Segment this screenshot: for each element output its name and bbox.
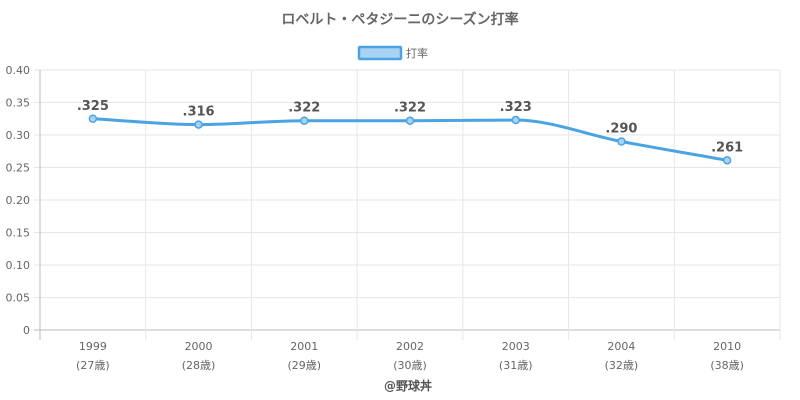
- legend-label: 打率: [406, 46, 428, 60]
- data-point[interactable]: [405, 116, 415, 125]
- data-point[interactable]: [722, 156, 732, 165]
- data-label: .322: [288, 101, 320, 116]
- data-label: .261: [711, 140, 743, 155]
- data-labels: .325 .316 .322 .322 .323 .290 .261: [77, 99, 743, 156]
- data-point[interactable]: [88, 114, 98, 123]
- x-axis: 1999 (27歳) 2000 (28歳) 2001 (29歳) 2002 (30歳) 2003…: [76, 340, 744, 372]
- y-axis: 0 0.05 0.10 0.15 0.20 0.25 0.30 0.35 0.40: [6, 64, 31, 337]
- data-label: .290: [605, 122, 637, 137]
- x-tick-sublabel: (31歳): [499, 359, 533, 372]
- y-tick-label: 0.10: [6, 259, 31, 272]
- data-label: .322: [394, 101, 426, 116]
- x-tick-sublabel: (38歳): [710, 359, 744, 372]
- data-label: .316: [183, 105, 215, 120]
- y-tick-label: 0.15: [6, 227, 31, 240]
- data-point[interactable]: [617, 137, 626, 146]
- y-tick-label: 0.25: [6, 162, 31, 175]
- x-tick-label: 2004: [607, 340, 635, 353]
- x-tick-label: 1999: [79, 340, 107, 353]
- x-tick-sublabel: (30歳): [393, 359, 427, 372]
- y-tick-label: 0: [23, 324, 30, 337]
- data-label: .323: [500, 100, 532, 115]
- x-tick-label: 2003: [502, 340, 530, 353]
- y-tick-label: 0.05: [6, 292, 31, 305]
- x-tick-label: 2000: [185, 340, 213, 353]
- x-tick-sublabel: (27歳): [76, 359, 110, 372]
- data-point[interactable]: [194, 120, 203, 129]
- data-point[interactable]: [511, 115, 520, 125]
- data-points: [88, 114, 732, 165]
- x-tick-label: 2001: [290, 340, 318, 353]
- footer-credit: @野球丼: [384, 378, 432, 393]
- gridlines: [34, 69, 781, 340]
- y-tick-label: 0.20: [6, 194, 31, 207]
- data-label: .325: [77, 99, 109, 114]
- y-tick-label: 0.35: [6, 97, 31, 110]
- y-tick-label: 0.40: [6, 64, 31, 77]
- x-tick-sublabel: (28歳): [182, 359, 216, 372]
- x-tick-label: 2002: [396, 340, 424, 353]
- x-tick-sublabel: (29歳): [287, 359, 321, 372]
- y-tick-label: 0.30: [6, 129, 31, 142]
- legend-swatch: [357, 45, 403, 61]
- chart-title: ロベルト・ペタジーニのシーズン打率: [281, 11, 518, 28]
- data-point[interactable]: [300, 116, 309, 125]
- legend[interactable]: 打率: [357, 45, 428, 61]
- x-tick-sublabel: (32歳): [605, 359, 639, 372]
- x-tick-label: 2010: [713, 340, 741, 353]
